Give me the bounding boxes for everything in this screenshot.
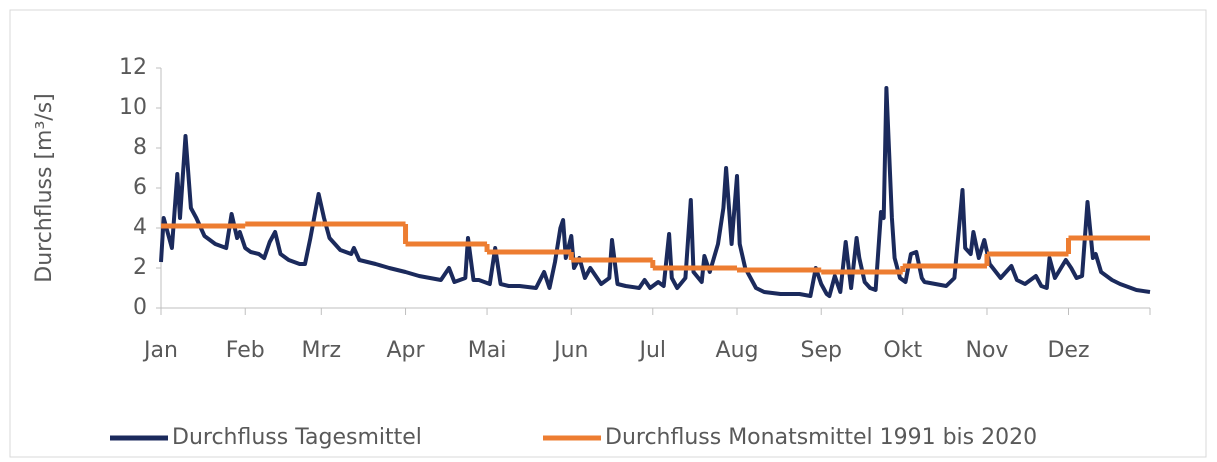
legend-label: Durchfluss Tagesmittel <box>172 425 422 450</box>
x-tick-label: Jun <box>552 338 588 363</box>
y-tick-label: 10 <box>119 95 147 120</box>
x-tick-label: Aug <box>716 338 759 363</box>
y-tick-label: 6 <box>133 175 147 200</box>
x-tick-label: Jul <box>638 338 667 363</box>
x-tick-label: Nov <box>966 338 1009 363</box>
y-tick-label: 0 <box>133 295 147 320</box>
x-tick-label: Feb <box>226 338 265 363</box>
chart-frame <box>9 9 1207 458</box>
x-tick-label: Apr <box>387 338 426 363</box>
y-tick-label: 8 <box>133 135 147 160</box>
y-axis-label: Durchfluss [m³/s] <box>32 93 57 283</box>
y-tick-label: 12 <box>119 55 147 80</box>
x-tick-label: Okt <box>883 338 922 363</box>
x-tick-label: Mai <box>468 338 507 363</box>
x-tick-label: Jan <box>142 338 178 363</box>
legend-label: Durchfluss Monatsmittel 1991 bis 2020 <box>605 425 1037 450</box>
x-tick-label: Dez <box>1047 338 1089 363</box>
y-tick-label: 4 <box>133 215 147 240</box>
y-tick-label: 2 <box>133 255 147 280</box>
x-tick-label: Mrz <box>302 338 342 363</box>
x-tick-label: Sep <box>801 338 842 363</box>
